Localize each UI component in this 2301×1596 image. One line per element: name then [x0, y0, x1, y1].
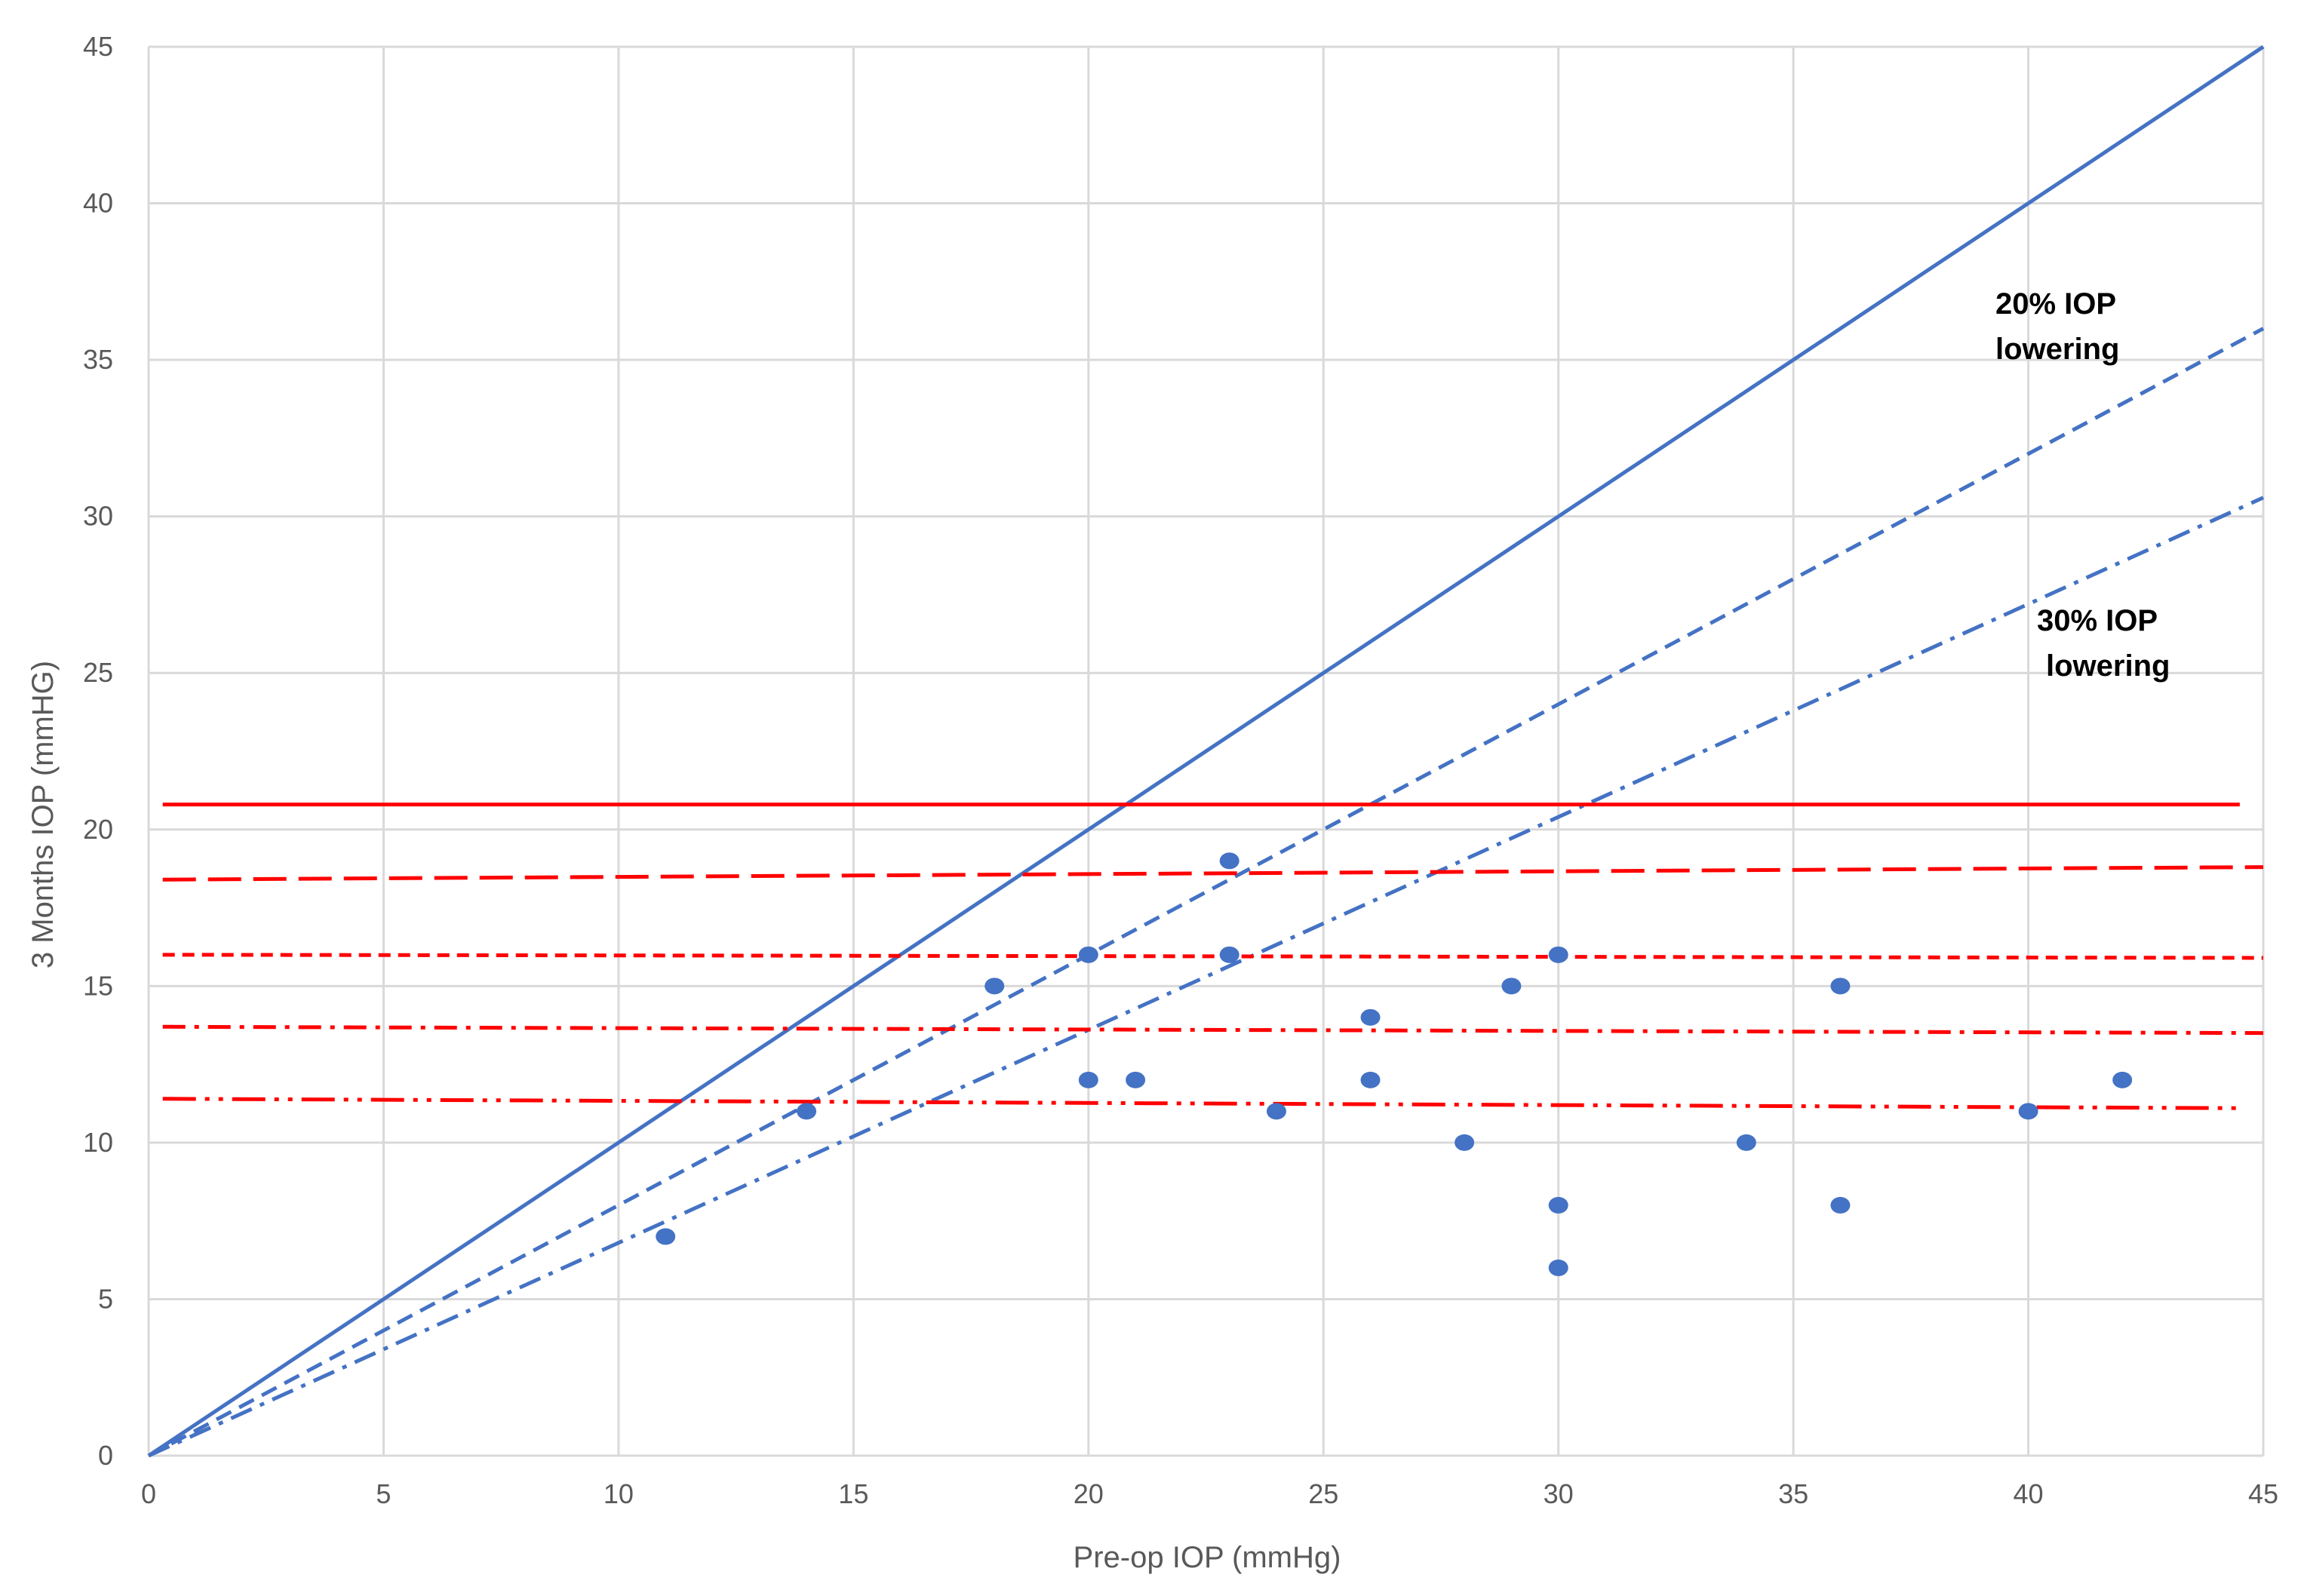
- y-tick-labels: 0 5 10 15 20 25 30 35 40 45: [83, 31, 113, 1471]
- data-point-14: [1548, 1196, 1568, 1214]
- reference-line-1: [147, 327, 2265, 1458]
- data-point-5: [1126, 1071, 1146, 1088]
- y-tick-label-9: 45: [83, 31, 113, 62]
- annotation-30-percent: 30% IOP lowering: [2037, 604, 2170, 683]
- x-tick-label-9: 45: [2248, 1478, 2278, 1509]
- data-point-16: [1736, 1134, 1756, 1151]
- data-point-0: [656, 1228, 676, 1245]
- x-tick-label-0: 0: [141, 1478, 156, 1509]
- reference-line-2: [147, 496, 2265, 1458]
- x-axis-title: Pre-op IOP (mmHg): [1074, 1541, 1341, 1574]
- data-point-13: [1548, 946, 1568, 963]
- data-point-10: [1360, 1071, 1381, 1088]
- annotation-20-percent: 20% IOP lowering: [1995, 287, 2119, 366]
- threshold-lines: [162, 803, 2264, 1110]
- y-tick-label-6: 30: [83, 501, 113, 532]
- data-point-6: [1219, 852, 1240, 870]
- threshold-line-4: [162, 1097, 2240, 1110]
- threshold-line-1: [162, 865, 2264, 882]
- annotation-30-line-2: lowering: [2046, 649, 2170, 683]
- data-point-8: [1266, 1103, 1286, 1120]
- y-tick-label-7: 35: [83, 344, 113, 375]
- x-tick-label-2: 10: [604, 1478, 634, 1509]
- y-tick-label-3: 15: [83, 970, 113, 1001]
- x-tick-label-1: 5: [376, 1478, 391, 1509]
- x-tick-labels: 0 5 10 15 20 25 30 35 40 45: [141, 1478, 2278, 1509]
- x-tick-label-3: 15: [838, 1478, 868, 1509]
- data-point-1: [797, 1103, 817, 1120]
- data-point-3: [1078, 946, 1098, 963]
- y-tick-label-1: 5: [98, 1283, 113, 1314]
- y-axis-title: 3 Months IOP (mmHG): [26, 661, 60, 968]
- data-point-12: [1501, 978, 1522, 995]
- y-tick-label-4: 20: [83, 814, 113, 845]
- y-tick-label-8: 40: [83, 188, 113, 219]
- data-point-17: [1830, 978, 1851, 995]
- data-point-2: [985, 978, 1005, 995]
- grid: [147, 45, 2265, 1457]
- data-point-7: [1219, 946, 1240, 963]
- y-tick-label-2: 10: [83, 1127, 113, 1158]
- y-tick-label-5: 25: [83, 657, 113, 688]
- annotation-20-line-1: 20% IOP: [1995, 287, 2116, 321]
- annotation-30-line-1: 30% IOP: [2037, 604, 2158, 637]
- reference-line-0: [147, 45, 2265, 1458]
- data-point-18: [1830, 1196, 1851, 1214]
- data-point-20: [2112, 1071, 2133, 1088]
- x-tick-label-8: 40: [2014, 1478, 2044, 1509]
- x-tick-label-5: 25: [1308, 1478, 1338, 1509]
- reference-lines: [147, 45, 2265, 1458]
- threshold-line-3: [162, 1024, 2264, 1036]
- data-points: [656, 852, 2133, 1276]
- data-point-15: [1548, 1259, 1568, 1276]
- y-tick-label-0: 0: [98, 1440, 113, 1471]
- data-point-4: [1078, 1071, 1098, 1088]
- x-tick-label-4: 20: [1074, 1478, 1104, 1509]
- threshold-line-2: [162, 953, 2264, 960]
- x-tick-label-6: 30: [1544, 1478, 1574, 1509]
- data-point-19: [2018, 1103, 2038, 1120]
- data-point-11: [1455, 1134, 1475, 1151]
- x-tick-label-7: 35: [1778, 1478, 1808, 1509]
- annotation-20-line-2: lowering: [1995, 333, 2119, 366]
- data-point-9: [1360, 1008, 1381, 1026]
